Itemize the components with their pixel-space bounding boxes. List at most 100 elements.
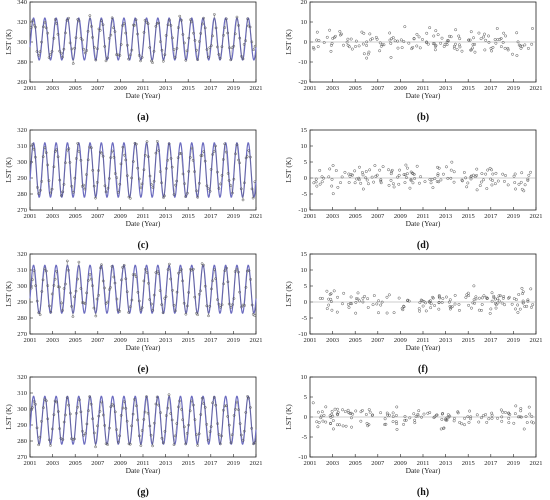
residual-point bbox=[354, 297, 358, 301]
observed-point bbox=[253, 441, 257, 445]
observed-point bbox=[109, 286, 112, 289]
residual-point bbox=[506, 296, 510, 300]
observed-point bbox=[232, 44, 236, 48]
observed-point bbox=[235, 143, 239, 147]
residual-point bbox=[394, 413, 398, 417]
observed-point bbox=[172, 303, 176, 307]
residual-point bbox=[446, 413, 450, 417]
residual-point bbox=[412, 412, 416, 416]
residual-point bbox=[516, 415, 520, 419]
observed-point bbox=[159, 411, 162, 414]
x-tick-label: 2005 bbox=[349, 460, 362, 467]
residual-point bbox=[442, 426, 446, 430]
residual-point bbox=[460, 49, 464, 53]
observed-point bbox=[208, 46, 212, 49]
x-tick-label: 2021 bbox=[250, 460, 263, 467]
observed-point bbox=[175, 422, 179, 425]
residual-point bbox=[329, 292, 333, 296]
residual-point bbox=[507, 416, 511, 420]
residual-point bbox=[322, 176, 326, 180]
residual-point bbox=[370, 175, 374, 179]
residual-point bbox=[350, 425, 353, 429]
y-axis-title: LST (K) bbox=[284, 404, 293, 430]
observed-point bbox=[183, 182, 186, 186]
residual-point bbox=[391, 182, 395, 186]
chart-panel-c: 270 280 290 300 310 320 2001 2003 2005 2007 2009 20… bbox=[0, 127, 270, 233]
residual-point bbox=[489, 307, 493, 311]
observed-point bbox=[122, 263, 126, 267]
observed-point bbox=[83, 187, 87, 191]
residual-point bbox=[391, 36, 395, 40]
residual-point bbox=[354, 311, 358, 315]
residual-point bbox=[381, 165, 385, 169]
residual-point bbox=[426, 411, 430, 415]
observed-point bbox=[52, 36, 56, 40]
residual-point bbox=[482, 35, 485, 39]
observed-point bbox=[52, 284, 56, 287]
residual-point bbox=[419, 298, 423, 302]
observed-point bbox=[66, 148, 69, 152]
observed-point bbox=[168, 18, 171, 22]
residual-point bbox=[329, 297, 333, 301]
observed-point bbox=[56, 155, 60, 159]
observed-point bbox=[245, 155, 249, 158]
observed-point bbox=[29, 408, 33, 412]
residual-point bbox=[490, 49, 494, 53]
residual-point bbox=[424, 309, 428, 313]
residual-point bbox=[380, 300, 384, 304]
observed-point bbox=[226, 280, 230, 284]
residual-point bbox=[458, 421, 462, 424]
observed-point bbox=[119, 414, 123, 417]
fit-curve bbox=[29, 142, 257, 198]
residual-point bbox=[427, 300, 431, 304]
residual-point bbox=[379, 411, 383, 415]
observed-point bbox=[199, 32, 203, 35]
observed-point bbox=[202, 150, 205, 153]
x-tick-label: 2009 bbox=[114, 213, 127, 220]
observed-point bbox=[103, 286, 106, 290]
residual-point bbox=[469, 30, 473, 34]
residual-point bbox=[372, 180, 376, 184]
x-tick-label: 2013 bbox=[439, 85, 452, 92]
residual-point bbox=[500, 301, 504, 305]
residual-point bbox=[416, 414, 420, 418]
residual-point bbox=[320, 175, 324, 179]
residual-point bbox=[496, 416, 499, 420]
residual-point bbox=[463, 416, 467, 420]
residual-point bbox=[371, 303, 375, 307]
x-axis-title: Date (Year) bbox=[126, 466, 161, 475]
residual-point bbox=[387, 183, 391, 187]
residual-point bbox=[452, 419, 456, 423]
panel-caption: (g) bbox=[137, 487, 149, 498]
observed-point bbox=[106, 300, 110, 304]
observed-point bbox=[118, 182, 122, 186]
residual-point bbox=[358, 165, 361, 169]
observed-point bbox=[61, 190, 65, 194]
observed-point bbox=[128, 305, 132, 309]
residual-point bbox=[530, 415, 534, 418]
observed-point bbox=[177, 271, 180, 275]
observed-point bbox=[196, 58, 200, 62]
residual-point bbox=[504, 174, 507, 177]
residual-point bbox=[407, 41, 411, 45]
residual-point bbox=[469, 177, 473, 181]
residual-point bbox=[373, 164, 377, 167]
observed-point bbox=[193, 39, 197, 42]
observed-point bbox=[115, 53, 118, 57]
observed-line bbox=[31, 260, 255, 317]
x-tick-label: 2005 bbox=[349, 85, 362, 92]
residual-point bbox=[452, 44, 456, 48]
observed-point bbox=[214, 403, 218, 407]
residual-point bbox=[349, 37, 353, 41]
residual-point bbox=[387, 168, 390, 172]
residual-point bbox=[328, 293, 332, 296]
observed-point bbox=[142, 418, 146, 421]
residual-point bbox=[491, 179, 494, 182]
x-tick-label: 2015 bbox=[182, 460, 195, 467]
residual-point bbox=[433, 177, 437, 180]
observed-point bbox=[53, 150, 57, 153]
residual-point bbox=[530, 420, 534, 424]
observed-point bbox=[49, 444, 52, 447]
observed-point bbox=[252, 48, 255, 52]
observed-point bbox=[191, 267, 195, 271]
